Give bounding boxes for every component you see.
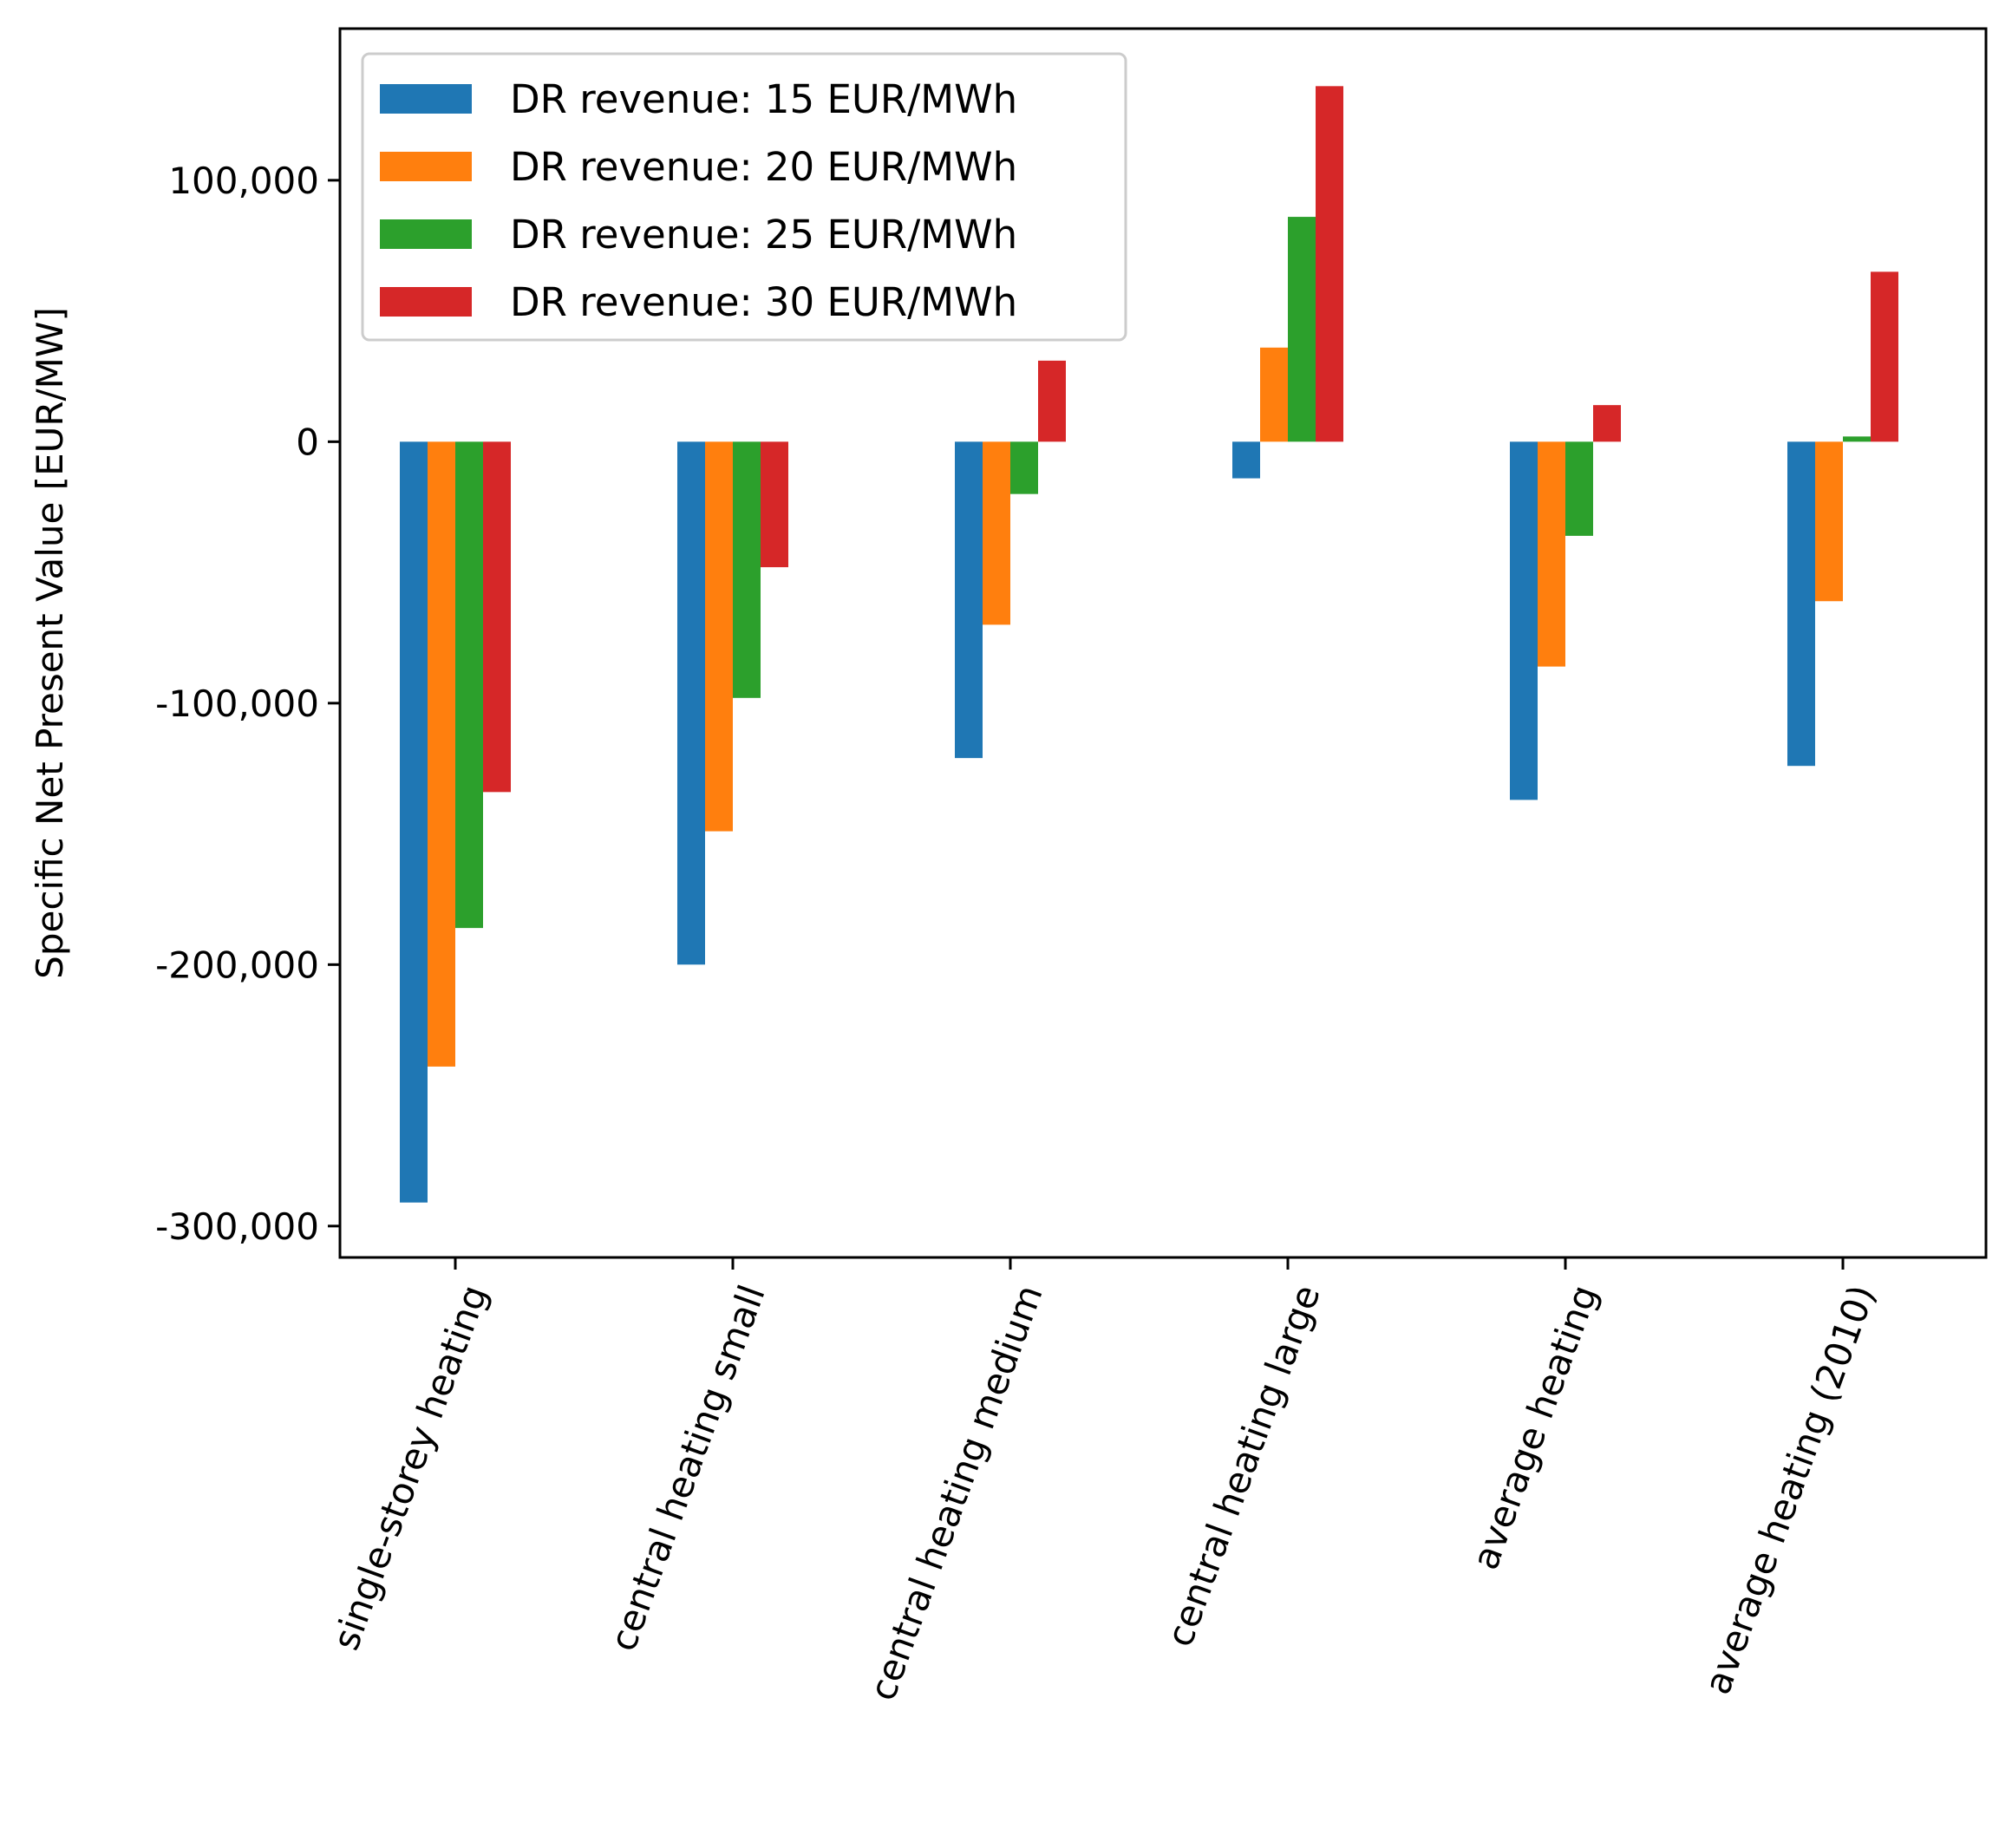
- legend-swatch: [380, 219, 472, 249]
- bar-2-3: [983, 441, 1010, 625]
- bar-4-4: [1316, 86, 1343, 442]
- y-tick-label: 100,000: [168, 160, 319, 202]
- bar-2-5: [1538, 441, 1565, 667]
- legend-label: DR revenue: 30 EUR/MWh: [510, 279, 1017, 325]
- legend-swatch: [380, 84, 472, 114]
- bar-1-6: [1787, 441, 1815, 767]
- bar-4-1: [483, 441, 511, 793]
- bar-4-6: [1871, 271, 1898, 442]
- bar-4-3: [1038, 360, 1066, 442]
- bar-2-4: [1260, 347, 1288, 442]
- bar-1-3: [955, 441, 983, 759]
- x-tick-label: central heating medium: [861, 1279, 1051, 1706]
- x-tick-label: central heating large: [1158, 1279, 1328, 1652]
- y-tick-label: -300,000: [155, 1205, 319, 1248]
- x-tick-label: average heating: [1464, 1279, 1606, 1575]
- bar-4-2: [761, 441, 788, 568]
- bar-3-6: [1843, 436, 1871, 442]
- bar-2-2: [705, 441, 733, 832]
- x-tick-label: average heating (2010): [1695, 1279, 1883, 1700]
- x-tick-label: central heating small: [602, 1279, 774, 1656]
- legend-swatch: [380, 287, 472, 317]
- y-axis-label: Specific Net Present Value [EUR/MW]: [29, 307, 71, 979]
- bar-3-5: [1565, 441, 1593, 536]
- bars-layer: [400, 86, 1898, 1203]
- bar-1-4: [1232, 441, 1260, 479]
- legend-swatch: [380, 152, 472, 181]
- bar-1-2: [677, 441, 705, 965]
- legend-box: [361, 52, 1127, 342]
- bar-1-5: [1510, 441, 1538, 800]
- bar-2-1: [428, 441, 455, 1067]
- x-tick-label: single-storey heating: [324, 1279, 496, 1655]
- legend-label: DR revenue: 15 EUR/MWh: [510, 76, 1017, 122]
- bar-4-5: [1593, 405, 1621, 442]
- bar-3-4: [1288, 217, 1316, 442]
- y-tick-label: -100,000: [155, 682, 319, 725]
- bar-3-1: [455, 441, 483, 929]
- y-tick-label: -200,000: [155, 944, 319, 986]
- y-tick-label: 0: [296, 421, 319, 463]
- legend-label: DR revenue: 25 EUR/MWh: [510, 212, 1017, 258]
- bar-3-2: [733, 441, 761, 698]
- bar-3-3: [1010, 441, 1038, 494]
- legend-label: DR revenue: 20 EUR/MWh: [510, 144, 1017, 190]
- plot-frame: [338, 27, 1988, 1259]
- bar-1-1: [400, 441, 428, 1203]
- bar-2-6: [1815, 441, 1843, 602]
- legend: DR revenue: 15 EUR/MWh DR revenue: 20 EUR…: [361, 52, 1127, 342]
